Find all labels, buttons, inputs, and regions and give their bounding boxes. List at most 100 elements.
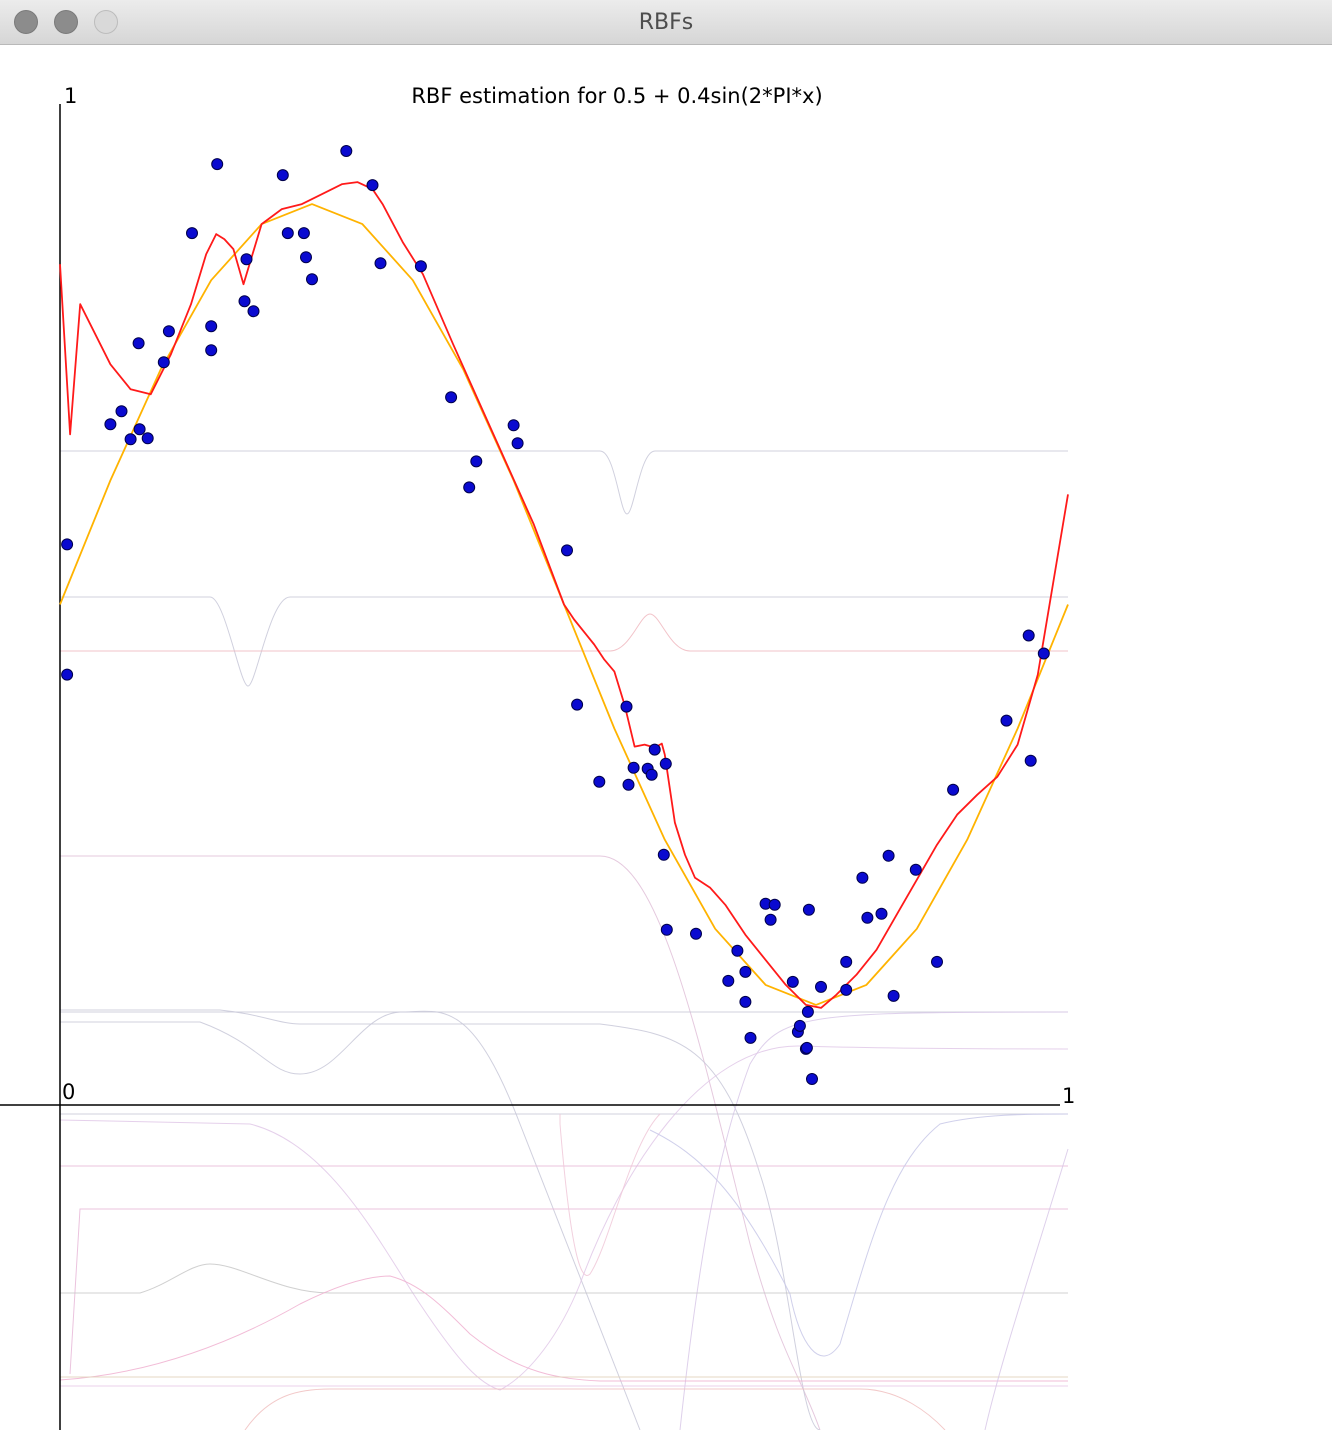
sample-point xyxy=(648,743,661,756)
sample-point xyxy=(511,437,524,450)
sample-point xyxy=(463,481,476,494)
sample-point xyxy=(300,251,312,264)
sample-point xyxy=(340,145,353,157)
sample-point xyxy=(739,965,752,978)
sample-point xyxy=(1024,754,1037,767)
basis-function-trace xyxy=(60,613,1068,652)
sample-point xyxy=(793,1019,806,1032)
sample-point xyxy=(133,423,146,436)
sample-point xyxy=(882,849,895,862)
sample-point xyxy=(571,698,584,711)
sample-point xyxy=(276,169,289,182)
sample-point xyxy=(104,418,117,431)
sample-point xyxy=(768,898,781,911)
sample-point xyxy=(61,668,74,681)
sample-point xyxy=(622,778,635,791)
sample-point xyxy=(690,927,702,940)
sample-point xyxy=(470,455,483,468)
sample-point xyxy=(1037,647,1050,660)
sample-point xyxy=(141,432,154,445)
sample-point xyxy=(162,325,175,338)
sample-point xyxy=(947,783,960,796)
basis-function-trace xyxy=(60,1009,821,1430)
basis-function-trace xyxy=(60,1263,1068,1294)
sample-point xyxy=(205,320,218,333)
sample-point xyxy=(744,1031,757,1044)
window-title: RBFs xyxy=(638,10,694,35)
sample-point xyxy=(861,911,874,924)
sample-point xyxy=(561,544,573,557)
sample-point xyxy=(659,757,672,770)
basis-function-trace xyxy=(679,1011,1069,1430)
sample-point xyxy=(1022,629,1035,642)
sample-point xyxy=(445,391,458,404)
sample-point xyxy=(802,903,815,916)
sample-point xyxy=(931,955,943,968)
sample-point xyxy=(205,344,218,357)
sample-point xyxy=(306,273,318,286)
chart-axes: 1 0 1 xyxy=(0,84,1075,1430)
sample-point xyxy=(856,871,869,884)
sample-point xyxy=(374,257,387,270)
rbf-chart: 1 0 1 RBF estimation for 0.5 + 0.4sin(2*… xyxy=(0,84,1075,1430)
sample-point xyxy=(240,253,253,266)
sample-point xyxy=(366,179,379,192)
sample-point xyxy=(507,419,520,432)
y-axis-top-tick-label: 1 xyxy=(64,84,77,108)
chart-title: RBF estimation for 0.5 + 0.4sin(2*PI*x) xyxy=(411,84,822,108)
sample-point xyxy=(786,975,799,988)
zoom-window-icon[interactable] xyxy=(94,10,118,34)
sample-point xyxy=(1000,714,1013,727)
basis-function-trace xyxy=(69,1208,1068,1375)
chart-curves xyxy=(59,181,1069,1009)
close-window-icon[interactable] xyxy=(14,10,38,34)
basis-function-trace xyxy=(60,450,1068,515)
sample-point xyxy=(806,1073,818,1085)
sample-point xyxy=(875,907,888,920)
basis-function-trace xyxy=(559,1113,661,1276)
sample-point xyxy=(645,768,658,781)
rbf-basis-functions xyxy=(59,450,1069,1430)
basis-function-trace xyxy=(649,1113,1069,1357)
sample-point xyxy=(157,356,170,369)
basis-function-trace xyxy=(60,855,821,1430)
sample-point xyxy=(764,913,777,926)
sample-point xyxy=(887,989,900,1002)
sample-point xyxy=(660,923,673,936)
x-axis-right-tick-label: 1 xyxy=(1062,1084,1075,1108)
rbf-estimate-line xyxy=(59,181,1069,1009)
sample-point xyxy=(620,700,633,713)
sample-point xyxy=(211,158,224,171)
sample-point xyxy=(132,337,145,350)
sample-point xyxy=(186,227,198,240)
sample-point xyxy=(815,980,827,993)
sample-point xyxy=(739,995,752,1008)
basis-function-trace xyxy=(244,1388,946,1430)
sample-point xyxy=(801,1005,814,1018)
sample-point xyxy=(909,863,922,876)
sample-point xyxy=(840,983,853,996)
window-titlebar: RBFs xyxy=(0,0,1332,45)
minimize-window-icon[interactable] xyxy=(54,10,78,34)
sample-point xyxy=(61,538,74,551)
sample-point xyxy=(627,761,640,774)
basis-function-trace xyxy=(60,596,1068,687)
sample-point xyxy=(731,944,744,957)
basis-function-trace xyxy=(984,1148,1069,1430)
chart-points xyxy=(61,145,1050,1085)
sample-point xyxy=(722,974,735,987)
sample-point xyxy=(593,775,606,788)
sample-point xyxy=(414,260,427,273)
basis-function-trace xyxy=(60,1010,641,1430)
sample-point xyxy=(281,227,294,240)
sample-point xyxy=(247,305,260,318)
origin-tick-label: 0 xyxy=(62,1080,75,1104)
sample-point xyxy=(297,227,310,240)
basis-function-trace xyxy=(59,1045,1069,1391)
sample-point xyxy=(840,955,853,968)
sample-point xyxy=(800,1041,813,1054)
sample-point xyxy=(115,405,128,418)
sample-point xyxy=(657,848,670,861)
sample-point xyxy=(124,433,137,446)
basis-function-trace xyxy=(59,1275,1068,1382)
